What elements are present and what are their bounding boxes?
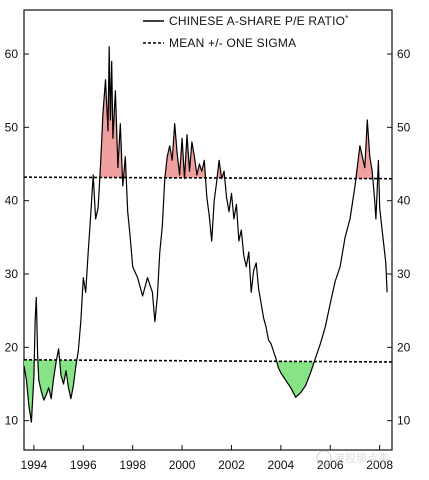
y-tick-label-right: 10: [397, 414, 411, 428]
legend-label-pe-ratio: CHINESE A-SHARE P/E RATIO*: [169, 14, 348, 28]
x-tick-label: 2004: [268, 458, 295, 472]
y-tick-label-right: 60: [397, 47, 411, 61]
x-tick-label: 2000: [169, 458, 196, 472]
y-tick-label-left: 50: [5, 120, 19, 134]
undervalued-fill-3: [276, 361, 315, 398]
y-axis-right: 10 20 30 40 50 60: [387, 47, 411, 428]
y-tick-label-left: 10: [5, 414, 19, 428]
overvalued-fill-7: [355, 120, 373, 179]
sigma-line-lower: [23, 359, 393, 363]
y-tick-label-left: 20: [5, 340, 19, 354]
x-tick-label: 2002: [218, 458, 245, 472]
x-tick-label: 1994: [21, 458, 48, 472]
y-axis-left: 10 20 30 40 50 60: [5, 47, 29, 428]
sigma-fill-regions: [24, 46, 379, 423]
watermark: 港股那点事: [316, 450, 389, 466]
sigma-lines: [23, 176, 393, 363]
pe-ratio-line: [23, 46, 388, 423]
x-tick-label: 1996: [70, 458, 97, 472]
watermark-text: 港股那点事: [334, 452, 389, 465]
y-tick-label-right: 50: [397, 120, 411, 134]
y-tick-label-right: 30: [397, 267, 411, 281]
legend-label-sigma: MEAN +/- ONE SIGMA: [169, 36, 296, 50]
pe-ratio-series-group: [23, 46, 388, 423]
y-tick-label-left: 30: [5, 267, 19, 281]
sigma-line-upper: [23, 176, 393, 180]
y-tick-label-left: 60: [5, 47, 19, 61]
overvalued-fill-3: [164, 123, 185, 178]
x-axis: 1994 1996 1998 2000 2002 2004 2006 2008: [21, 445, 393, 472]
x-tick-label: 1998: [119, 458, 146, 472]
x-tick-label: 2006: [317, 458, 344, 472]
legend: CHINESE A-SHARE P/E RATIO* MEAN +/- ONE …: [143, 14, 348, 50]
y-tick-label-right: 40: [397, 194, 411, 208]
y-tick-label-left: 40: [5, 194, 19, 208]
y-tick-label-right: 20: [397, 340, 411, 354]
plot-frame: [23, 9, 393, 451]
watermark-logo-icon: [316, 450, 332, 466]
x-tick-label: 2008: [366, 458, 393, 472]
